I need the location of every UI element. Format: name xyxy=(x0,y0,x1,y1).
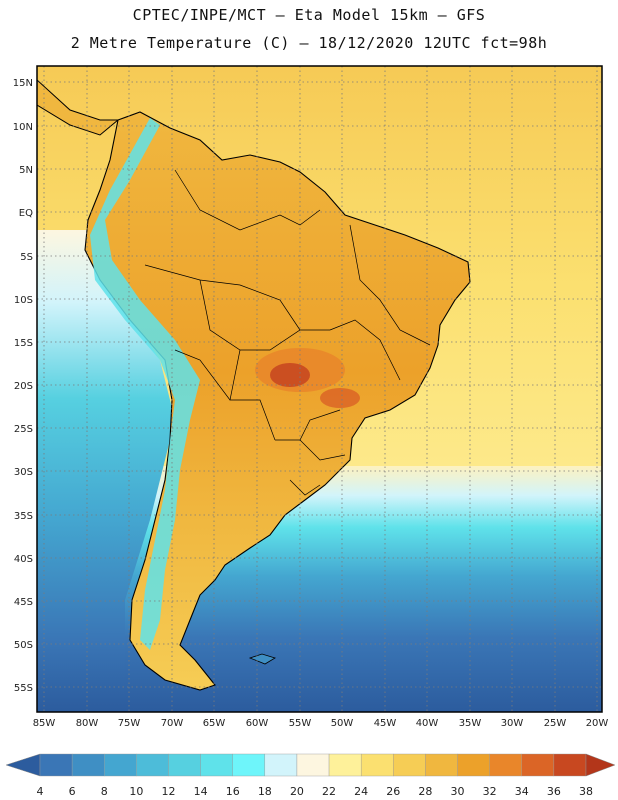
lat-label: 10N xyxy=(13,122,33,133)
colorbar-segment xyxy=(521,753,555,777)
lon-label: 55W xyxy=(289,718,312,729)
lat-label: 45S xyxy=(14,597,33,608)
lon-label: 75W xyxy=(118,718,141,729)
lon-label: 35W xyxy=(459,718,482,729)
colorbar-label: 20 xyxy=(290,785,304,798)
lat-label: 15N xyxy=(13,78,33,89)
lat-label: EQ xyxy=(19,208,33,219)
colorbar-label: 10 xyxy=(129,785,143,798)
lat-label: 55S xyxy=(14,683,33,694)
lon-label: 65W xyxy=(203,718,226,729)
colorbar-segment xyxy=(168,753,201,777)
lon-label: 85W xyxy=(33,718,56,729)
lon-label: 70W xyxy=(161,718,184,729)
lat-label: 5S xyxy=(20,252,33,263)
lat-label: 5N xyxy=(19,165,33,176)
central-america-land xyxy=(37,79,120,136)
colorbar-segment xyxy=(264,753,298,777)
map-title-line2: 2 Metre Temperature (C) – 18/12/2020 12U… xyxy=(70,34,548,52)
colorbar-arrow-high xyxy=(585,753,616,777)
colorbar-segment xyxy=(360,753,394,777)
colorbar-label: 12 xyxy=(161,785,175,798)
lon-label: 80W xyxy=(76,718,99,729)
colorbar-label: 34 xyxy=(515,785,529,798)
map-title-line1: CPTEC/INPE/MCT – Eta Model 15km – GFS xyxy=(132,6,486,24)
lon-label: 20W xyxy=(586,718,609,729)
colorbar-label: 6 xyxy=(69,785,76,798)
colorbar-segment xyxy=(232,753,266,777)
colorbar-label: 8 xyxy=(101,785,108,798)
colorbar-label: 18 xyxy=(258,785,272,798)
lat-label: 50S xyxy=(14,640,33,651)
colorbar-label: 24 xyxy=(354,785,368,798)
map-frame xyxy=(36,65,603,713)
lon-label: 25W xyxy=(544,718,567,729)
colorbar-label: 28 xyxy=(418,785,432,798)
colorbar-segment xyxy=(457,753,490,777)
lon-label: 30W xyxy=(501,718,524,729)
colorbar-segment xyxy=(39,753,73,777)
colorbar-segment xyxy=(71,753,105,777)
lat-label: 10S xyxy=(14,295,33,306)
falkland-islands xyxy=(248,653,276,665)
hottest-core-region xyxy=(270,363,310,387)
map-field xyxy=(37,66,602,712)
colorbar-arrow-low xyxy=(5,753,41,777)
country-borders xyxy=(144,169,431,496)
colorbar-segment xyxy=(328,753,362,777)
colorbar-label: 36 xyxy=(547,785,561,798)
colorbar-segment xyxy=(200,753,233,777)
lat-label: 15S xyxy=(14,338,33,349)
colorbar-label: 4 xyxy=(37,785,44,798)
colorbar-label: 26 xyxy=(386,785,400,798)
colorbar-segment xyxy=(104,753,137,777)
colorbar-label: 14 xyxy=(194,785,208,798)
andes-cold-strip xyxy=(90,118,200,650)
hot-core-region-2 xyxy=(320,388,360,408)
colorbar-segment xyxy=(136,753,169,777)
lon-label: 50W xyxy=(331,718,354,729)
colorbar-segment xyxy=(553,753,587,777)
colorbar-label: 22 xyxy=(322,785,336,798)
lat-label: 20S xyxy=(14,381,33,392)
lat-label: 25S xyxy=(14,424,33,435)
lon-label: 40W xyxy=(416,718,439,729)
colorbar-label: 32 xyxy=(483,785,497,798)
colorbar-segment xyxy=(489,753,522,777)
longitude-labels: 85W 80W 75W 70W 65W 60W 55W 50W 45W 40W … xyxy=(33,718,609,729)
colorbar-segment xyxy=(425,753,458,777)
colorbar-segment xyxy=(393,753,426,777)
colorbar: 4 6 8 10 12 14 16 18 20 22 24 26 28 30 32 34 36 38 xyxy=(5,753,616,798)
lat-label: 40S xyxy=(14,554,33,565)
colorbar-segment xyxy=(296,753,330,777)
lon-label: 45W xyxy=(374,718,397,729)
lat-label: 35S xyxy=(14,511,33,522)
colorbar-label: 30 xyxy=(451,785,465,798)
colorbar-label: 38 xyxy=(579,785,593,798)
lat-label: 30S xyxy=(14,467,33,478)
latitude-labels: 15N 10N 5N EQ 5S 10S 15S 20S 25S 30S 35S… xyxy=(13,78,33,694)
lon-label: 60W xyxy=(246,718,269,729)
colorbar-label: 16 xyxy=(226,785,240,798)
